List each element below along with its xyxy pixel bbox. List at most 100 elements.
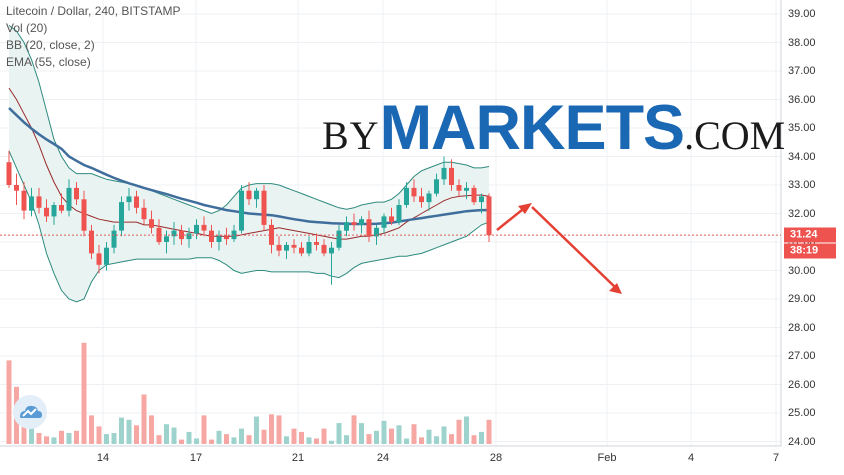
price-tick-label: 39.00	[788, 8, 816, 20]
volume-bar	[276, 415, 282, 444]
candle-body	[456, 185, 462, 191]
legend-symbol[interactable]: Litecoin / Dollar, 240, BITSTAMP	[6, 4, 181, 18]
legend-volume[interactable]: Vol (20)	[6, 21, 48, 35]
bollinger-lower-band	[8, 150, 490, 303]
candle	[81, 190, 87, 237]
volume-bar	[156, 435, 162, 444]
candle	[119, 196, 124, 237]
candle	[126, 187, 132, 211]
candle	[51, 202, 57, 225]
candle-body	[314, 242, 319, 245]
candle-body	[164, 236, 169, 242]
candle-body	[441, 167, 447, 180]
candle	[104, 242, 109, 271]
candle	[284, 242, 289, 260]
volume-bar	[471, 435, 477, 444]
volume-bar	[269, 414, 274, 444]
volume-bar	[254, 416, 259, 444]
candle-body	[29, 196, 34, 211]
volume-bar	[411, 424, 417, 444]
time-tick-label: Feb	[597, 452, 617, 464]
volume-bar	[449, 434, 454, 444]
forecast-arrow-down	[531, 206, 618, 290]
candle	[239, 185, 244, 234]
candle	[44, 199, 49, 223]
candle	[464, 182, 469, 200]
price-tick-label: 33.00	[788, 179, 816, 191]
candle-body	[276, 244, 282, 251]
volume-bar	[141, 394, 147, 444]
price-tick-label: 34.00	[788, 150, 816, 163]
candle	[456, 179, 462, 197]
candle-body	[126, 196, 132, 203]
volume-bar	[171, 427, 177, 444]
candlesticks	[6, 150, 492, 285]
candle	[254, 187, 259, 208]
candle-body	[486, 196, 492, 236]
candle-body	[194, 224, 199, 234]
volume-bar	[201, 415, 207, 444]
candle-body	[66, 187, 72, 211]
candle	[411, 179, 417, 203]
time-tick-label: 21	[291, 452, 305, 464]
volume-bar	[216, 430, 222, 444]
volume-bar	[261, 429, 267, 444]
candle	[419, 187, 424, 208]
bar-countdown-tag: 38:19	[784, 243, 836, 259]
legend-ema[interactable]: EMA (55, close)	[6, 55, 91, 69]
volume-bar	[329, 440, 334, 444]
candle-body	[156, 227, 162, 243]
volume-bar	[419, 437, 424, 444]
candle	[74, 182, 79, 205]
candle-body	[329, 247, 334, 254]
candle	[381, 213, 387, 234]
volume-bar	[209, 439, 214, 444]
candle	[171, 222, 177, 245]
volume-bar	[224, 434, 229, 444]
candle	[224, 227, 229, 245]
candle	[186, 227, 192, 248]
volume-bar	[126, 419, 132, 444]
volume-bar	[389, 428, 394, 444]
time-tick-label: 7	[772, 452, 780, 464]
volume-bar	[404, 438, 409, 444]
candle-body	[171, 230, 177, 237]
candle-body	[351, 222, 357, 225]
candle-body	[51, 205, 57, 217]
candle	[366, 210, 372, 242]
volume-bar	[36, 433, 42, 444]
candle	[66, 179, 72, 217]
tradingview-cloud-icon[interactable]	[12, 394, 48, 430]
candle-body	[104, 247, 109, 265]
volume-bar	[104, 434, 109, 444]
candle-body	[36, 196, 42, 208]
candle-body	[216, 236, 222, 242]
volume-bar	[66, 433, 72, 444]
candle	[36, 187, 42, 214]
candle-body	[336, 230, 342, 248]
candle-body	[141, 207, 147, 220]
volume-bar	[134, 425, 139, 444]
candle-body	[6, 162, 12, 185]
candle-body	[261, 190, 267, 225]
volume-bar	[321, 428, 327, 444]
watermark-com: .COM	[684, 113, 786, 158]
chart-legend: Litecoin / Dollar, 240, BITSTAMP Vol (20…	[6, 3, 181, 71]
volume-bar	[486, 419, 492, 444]
candle-body	[449, 167, 454, 185]
candle-body	[404, 187, 409, 205]
price-tick-label: 36.00	[788, 93, 816, 106]
candle	[216, 230, 222, 251]
volume-bar	[239, 428, 244, 444]
legend-bollinger[interactable]: BB (20, close, 2)	[6, 38, 95, 52]
price-tick-label: 35.00	[788, 122, 816, 134]
volume-bar	[366, 434, 372, 444]
volume-bar	[119, 417, 124, 444]
candle-body	[239, 190, 244, 231]
candle	[336, 224, 342, 251]
volume-bar	[186, 431, 192, 444]
candle	[291, 239, 297, 254]
candle	[479, 193, 484, 214]
candle	[351, 213, 357, 231]
